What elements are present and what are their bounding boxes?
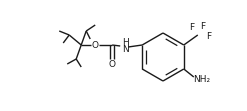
Text: F: F [200, 22, 205, 31]
Text: H: H [122, 38, 129, 47]
Text: O: O [109, 59, 116, 68]
Text: F: F [206, 32, 211, 41]
Text: F: F [189, 23, 194, 32]
Text: NH₂: NH₂ [193, 74, 210, 83]
Text: O: O [92, 41, 99, 50]
Text: N: N [122, 45, 129, 54]
